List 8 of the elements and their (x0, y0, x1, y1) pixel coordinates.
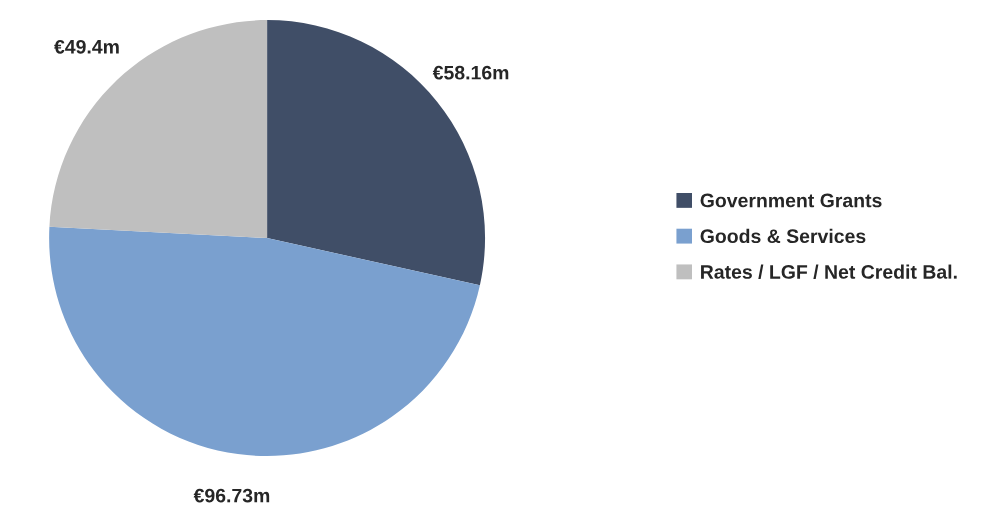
pie-slice (49, 20, 268, 239)
legend-label: Government Grants (700, 193, 882, 208)
data-label: €49.4m (54, 39, 119, 54)
pie-slice (49, 226, 480, 457)
data-label: €58.16m (432, 65, 509, 80)
legend-label: Rates / LGF / Net Credit Bal. (701, 264, 957, 280)
data-label: €96.73m (193, 488, 270, 503)
legend-label: Goods & Services (700, 228, 866, 244)
